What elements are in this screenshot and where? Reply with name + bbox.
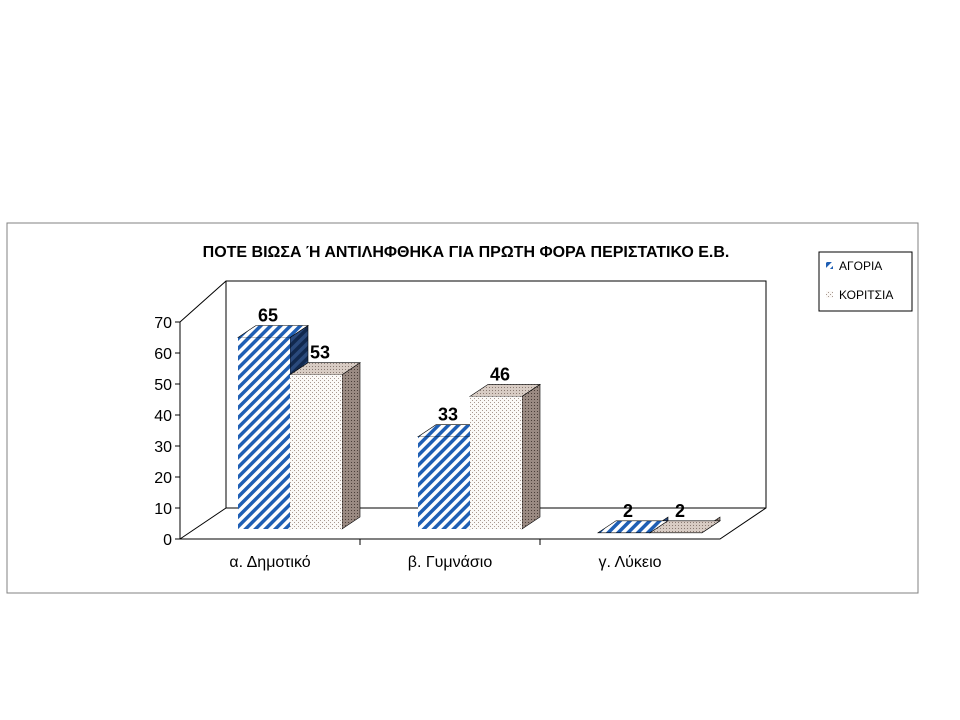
category-label: β. Γυμνάσιο: [408, 554, 493, 571]
chart-border: [6, 222, 919, 594]
y-tick-label: 70: [154, 315, 172, 332]
category-label: α. Δημοτικό: [229, 554, 310, 571]
y-axis: 0 10 20 30 40 50 60 70: [154, 315, 180, 549]
legend-box: [818, 251, 913, 312]
data-label: 2: [675, 501, 685, 521]
data-labels: 65 53 33 46 2 2: [258, 306, 685, 521]
legend-swatch-koritsia: [826, 291, 833, 298]
y-tick-label: 50: [154, 377, 172, 394]
y-tick-label: 30: [154, 439, 172, 456]
bars: [237, 324, 721, 534]
data-label: 53: [310, 343, 330, 363]
legend-label-koritsia: ΚΟΡΙΤΣΙΑ: [839, 288, 893, 302]
y-tick-label: 40: [154, 408, 172, 425]
y-tick-label: 10: [154, 501, 172, 518]
y-tick-label: 60: [154, 346, 172, 363]
bar-1-1: [470, 396, 522, 529]
bar-top: [649, 520, 721, 534]
data-label: 46: [490, 364, 510, 384]
legend-swatch-agoria: [826, 262, 833, 269]
legend: ΑΓΟΡΙΑ ΚΟΡΙΤΣΙΑ: [818, 251, 913, 312]
bar-side: [521, 383, 541, 530]
chart-title: ΠΟΤΕ ΒΙΩΣΑ Ή ΑΝΤΙΛΗΦΘΗΚΑ ΓΙΑ ΠΡΩΤΗ ΦΟΡΑ …: [203, 244, 730, 261]
legend-label-agoria: ΑΓΟΡΙΑ: [839, 259, 882, 273]
x-axis: α. Δημοτικό β. Γυμνάσιο γ. Λύκειο: [229, 539, 662, 571]
y-tick-label: 0: [163, 532, 172, 549]
bar-0-0: [238, 337, 290, 529]
y-tick-label: 20: [154, 470, 172, 487]
bar-1-0: [418, 436, 470, 529]
bar-0-1: [290, 374, 342, 529]
category-label: γ. Λύκειο: [598, 554, 661, 571]
data-label: 33: [438, 405, 458, 425]
data-label: 2: [623, 501, 633, 521]
bar-side: [341, 362, 361, 530]
data-label: 65: [258, 306, 278, 326]
